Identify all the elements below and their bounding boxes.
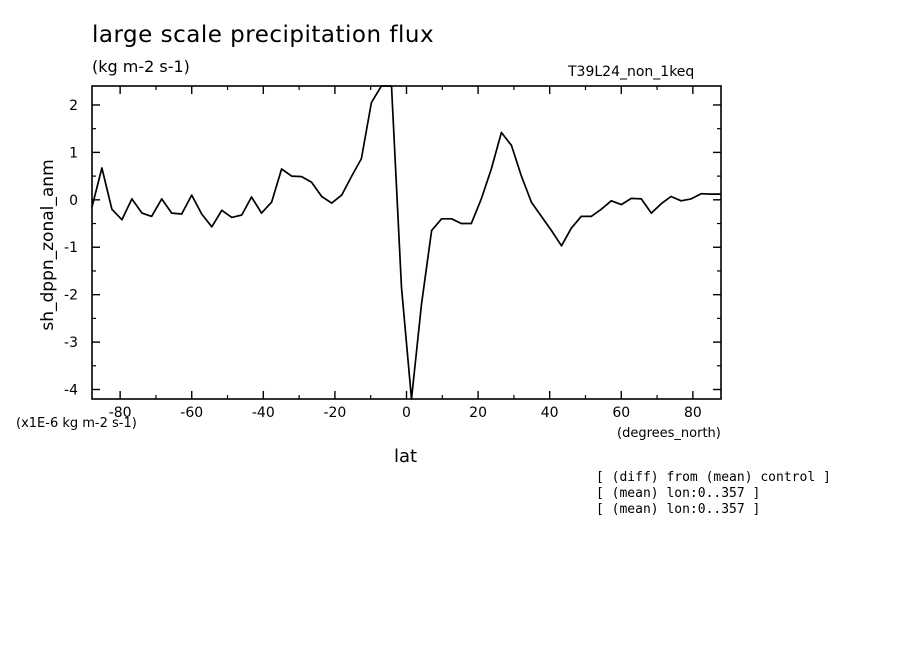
data-point (161, 198, 163, 200)
chart-subtitle: (kg m-2 s-1) (92, 57, 190, 76)
y-axis-label: sh_dppn_zonal_anm (38, 159, 58, 331)
data-point (480, 198, 482, 200)
data-point (101, 167, 103, 169)
y-tick-label: -2 (64, 288, 78, 304)
data-point (460, 222, 462, 225)
x-tick-label: 40 (541, 405, 559, 421)
data-point (510, 144, 512, 146)
note-mean-lon-2: [ (mean) lon:0..357 ] (596, 502, 761, 517)
data-point (250, 196, 253, 198)
data-point (600, 208, 602, 210)
data-point (400, 286, 403, 289)
data-point (580, 215, 582, 218)
data-point (131, 198, 133, 200)
y-tick-label: 2 (69, 98, 78, 114)
data-point (700, 193, 702, 195)
data-point (420, 303, 423, 305)
data-point (290, 175, 293, 177)
x-tick-label: 20 (469, 405, 487, 421)
data-point (301, 175, 303, 178)
note-mean-lon: [ (mean) lon:0..357 ] (596, 486, 761, 501)
data-point (141, 212, 143, 214)
data-point (560, 245, 563, 247)
data-point (530, 201, 533, 203)
data-point (440, 218, 443, 220)
data-point (111, 208, 113, 210)
data-point (710, 193, 712, 195)
data-point (520, 175, 523, 177)
run-label: T39L24_non_1keq (568, 64, 695, 80)
series-line (91, 85, 721, 400)
data-point (630, 197, 632, 199)
x-tick-label: 80 (684, 405, 702, 421)
data-point (121, 219, 123, 221)
x-tick-label: -60 (180, 405, 203, 421)
x-tick-label: -40 (252, 405, 275, 421)
data-point (201, 213, 203, 215)
data-point (151, 215, 153, 218)
y-tick-label: -4 (64, 383, 78, 399)
data-point (550, 230, 553, 232)
data-point (221, 209, 223, 211)
data-point (171, 212, 173, 214)
data-point (680, 200, 682, 202)
data-point (430, 230, 433, 232)
data-point (360, 157, 362, 160)
data-point (610, 200, 612, 202)
note-diff: [ (diff) from (mean) control ] (596, 470, 831, 485)
x-axis-units: (degrees_north) (617, 426, 721, 441)
data-point (191, 194, 193, 196)
data-point (540, 215, 543, 218)
y-tick-label: 0 (69, 193, 78, 209)
x-tick-label: -20 (323, 405, 346, 421)
ticks-layer: -80 -60 -40 -20 0 20 40 60 80 2 1 0 -1 -2 -3 -4 (64, 86, 721, 421)
data-point (231, 216, 233, 218)
data-point (181, 213, 183, 215)
x-tick-label: 60 (612, 405, 630, 421)
data-point (331, 202, 333, 204)
data-point (311, 181, 313, 183)
data-point (410, 398, 413, 400)
data-point (380, 85, 383, 87)
x-tick-label: -80 (109, 405, 132, 421)
data-point (280, 168, 283, 170)
data-point (390, 85, 393, 87)
data-point (590, 215, 592, 218)
data-point (270, 201, 273, 203)
data-point (500, 131, 502, 134)
series-layer (91, 85, 722, 400)
data-point (91, 206, 93, 208)
data-point (260, 212, 263, 214)
data-point (640, 198, 642, 200)
chart-title: large scale precipitation flux (92, 22, 435, 48)
data-point (370, 101, 373, 104)
data-point (670, 195, 672, 198)
data-point (490, 168, 492, 170)
data-point (720, 193, 722, 195)
data-point (451, 218, 453, 220)
x-axis-label: lat (394, 446, 418, 467)
data-point (690, 198, 692, 200)
y-axis-multiplier: (x1E-6 kg m-2 s-1) (16, 416, 137, 431)
x-tick-label: 0 (402, 405, 411, 421)
data-point (620, 203, 622, 206)
data-point (351, 175, 353, 177)
data-point (341, 194, 343, 196)
data-point (470, 222, 472, 225)
data-point (241, 214, 243, 216)
data-point (570, 227, 572, 229)
y-tick-label: -1 (64, 240, 78, 256)
data-point (660, 203, 662, 205)
data-point (321, 195, 323, 198)
data-point (211, 226, 213, 228)
data-point (650, 212, 652, 214)
y-tick-label: -3 (64, 335, 78, 351)
y-tick-label: 1 (69, 145, 78, 161)
